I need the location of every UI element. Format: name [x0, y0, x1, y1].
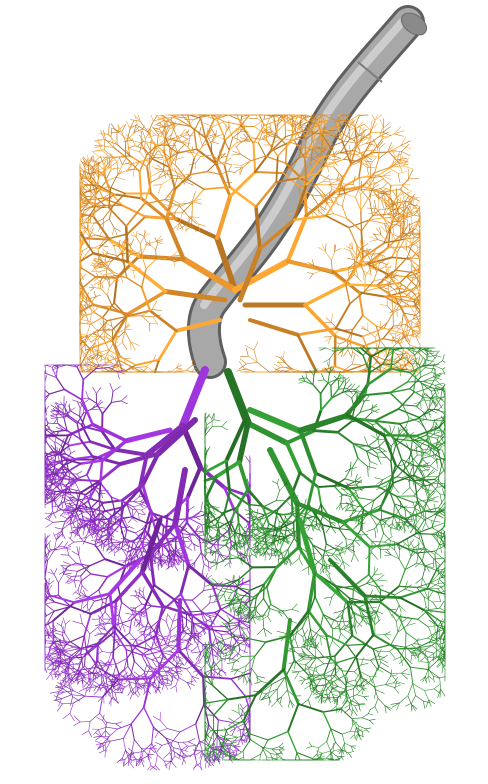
- left-lower-lobe-airways: [44, 364, 251, 771]
- right-lower-lobe-airways: [203, 347, 446, 761]
- trachea-tube: [187, 5, 428, 379]
- upper-lobe-airways: [79, 114, 421, 373]
